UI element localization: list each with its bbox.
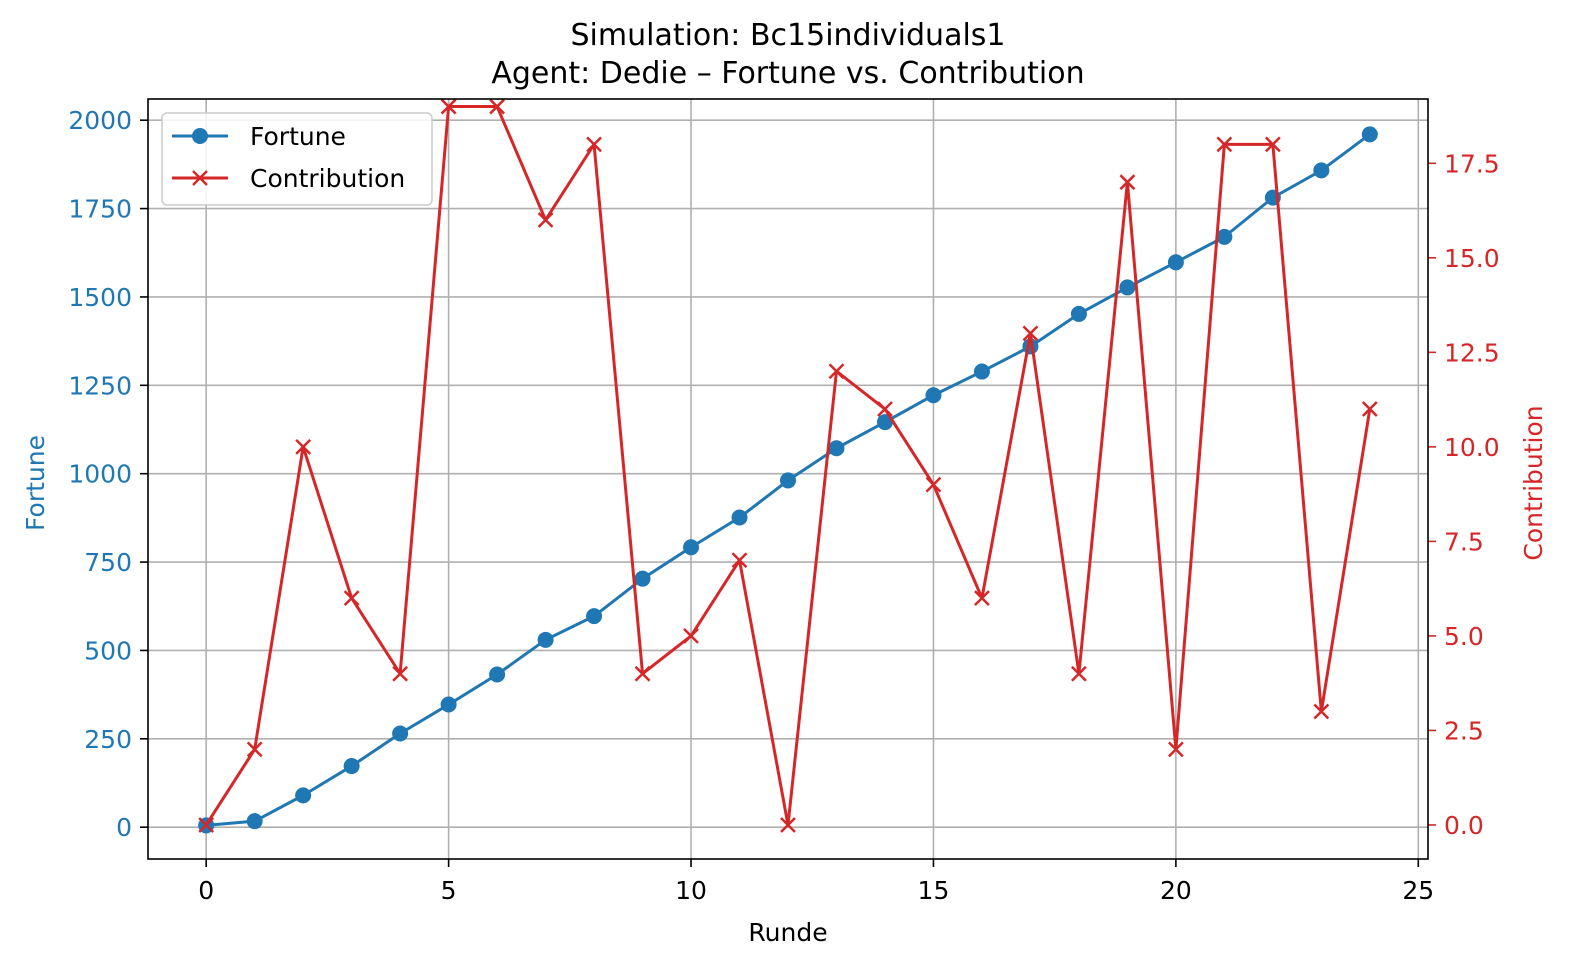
- contribution-point: [537, 212, 554, 228]
- contribution-point: [246, 741, 263, 758]
- fortune-point: [343, 758, 360, 775]
- x-tick-label: 25: [1402, 876, 1434, 905]
- fortune-point: [925, 387, 942, 404]
- y-axis-right-label: Contribution: [1519, 405, 1548, 560]
- x-tick-label: 0: [198, 876, 214, 905]
- y-right-tick-label: 17.5: [1444, 149, 1500, 178]
- y-right-tick-label: 0.0: [1444, 811, 1484, 840]
- legend-box: [161, 112, 433, 206]
- contribution-point: [1071, 665, 1087, 682]
- legend: Fortune Contribution: [161, 112, 433, 206]
- fortune-point: [586, 608, 603, 625]
- contribution-point: [1022, 325, 1039, 342]
- fortune-point: [683, 539, 700, 556]
- contribution-point: [634, 665, 651, 682]
- chart-subtitle: Agent: Dedie – Fortune vs. Contribution: [491, 56, 1084, 91]
- y-right-tick-label: 2.5: [1444, 716, 1484, 745]
- legend-fortune-marker: [192, 128, 208, 144]
- y-left-tick-label: 2000: [68, 106, 132, 135]
- fortune-point: [731, 509, 748, 526]
- contribution-point: [925, 476, 942, 493]
- fortune-point: [1167, 254, 1184, 271]
- plot-frame: [147, 98, 1429, 860]
- contribution-point: [1216, 136, 1233, 153]
- fortune-point: [876, 414, 893, 431]
- contribution-point: [586, 136, 602, 153]
- contribution-point: [489, 98, 505, 115]
- x-tick-label: 20: [1160, 876, 1192, 905]
- fortune-point: [634, 570, 651, 587]
- contribution-point: [731, 552, 748, 569]
- y-right-tick-label: 12.5: [1444, 338, 1500, 367]
- y-axis-left-label: Fortune: [21, 435, 50, 531]
- fortune-point: [780, 472, 796, 489]
- contribution-point: [295, 438, 312, 455]
- y-right-tick-label: 5.0: [1444, 622, 1484, 651]
- y-left-tick-label: 500: [84, 636, 132, 665]
- contribution-point: [828, 363, 845, 380]
- contribution-point: [877, 401, 893, 417]
- contribution-point: [1167, 741, 1184, 758]
- x-axis-label: Runde: [748, 918, 827, 947]
- y-left-tick-label: 1750: [68, 195, 132, 224]
- legend-contribution-label: Contribution: [250, 164, 405, 193]
- fortune-point: [1119, 279, 1136, 296]
- contribution-point: [1313, 703, 1330, 720]
- y-left-tick-label: 1250: [68, 371, 132, 400]
- legend-contribution-marker: [192, 170, 208, 186]
- fortune-point: [440, 696, 457, 713]
- fortune-point: [1313, 162, 1330, 179]
- y-left-tick-label: 750: [84, 548, 132, 577]
- fortune-point: [973, 363, 990, 380]
- axis-ticks: 0 5 10 15 20 25025050075010001250150017502000…: [68, 106, 1499, 905]
- contribution-point: [343, 590, 360, 606]
- legend-fortune-label: Fortune: [250, 122, 346, 151]
- x-tick-label: 15: [918, 876, 950, 905]
- y-right-tick-label: 15.0: [1444, 244, 1500, 273]
- contribution-point: [974, 590, 990, 606]
- fortune-point: [489, 666, 506, 683]
- contribution-point: [683, 628, 699, 644]
- contribution-point: [780, 817, 796, 833]
- fortune-point: [392, 725, 409, 742]
- y-right-tick-label: 10.0: [1444, 433, 1500, 462]
- y-left-tick-label: 1000: [68, 460, 132, 489]
- fortune-point: [1361, 126, 1378, 143]
- contribution-point: [1119, 174, 1136, 191]
- fortune-point: [246, 813, 263, 830]
- contribution-point: [440, 98, 457, 115]
- contribution-point: [198, 817, 215, 833]
- contribution-point: [1361, 401, 1378, 417]
- contribution-point: [1264, 136, 1281, 153]
- y-left-tick-label: 250: [84, 725, 132, 754]
- x-tick-label: 10: [675, 876, 707, 905]
- y-left-tick-label: 1500: [68, 283, 132, 312]
- fortune-point: [1070, 305, 1087, 322]
- x-tick-label: 5: [441, 876, 457, 905]
- chart-title: Simulation: Bc15individuals1: [571, 18, 1006, 53]
- fortune-point: [295, 787, 312, 804]
- y-left-tick-label: 0: [116, 813, 132, 842]
- fortune-point: [537, 631, 554, 648]
- contribution-point: [392, 665, 409, 682]
- series-layer: [198, 98, 1378, 834]
- fortune-point: [828, 440, 845, 457]
- y-right-tick-label: 7.5: [1444, 527, 1484, 556]
- fortune-point: [1216, 228, 1233, 245]
